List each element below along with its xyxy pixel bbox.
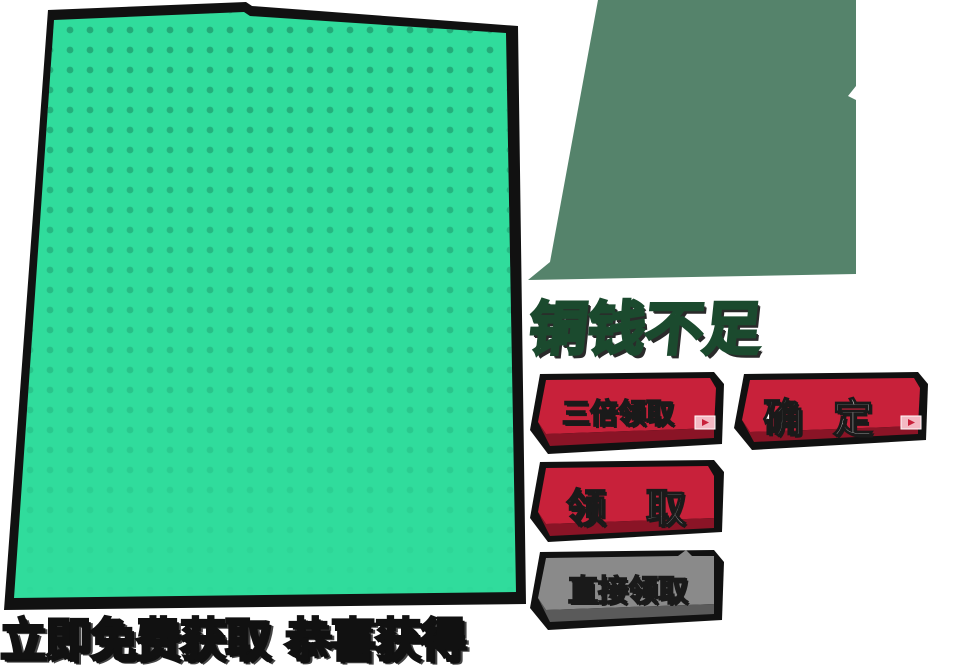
- confirm-label: 确 定: [762, 395, 881, 443]
- not-enough-coins-title: 铜钱不足: [524, 294, 766, 365]
- video-play-icon: [694, 412, 716, 430]
- confirm-button[interactable]: 确 定: [732, 370, 932, 456]
- direct-claim-label: 直接领取: [567, 573, 689, 610]
- claim-label: 领 取: [565, 485, 690, 533]
- triple-claim-button[interactable]: 三倍领取: [528, 370, 728, 456]
- direct-claim-button[interactable]: 直接领取: [528, 548, 728, 634]
- triple-claim-label: 三倍领取: [561, 396, 675, 431]
- video-play-icon: [900, 412, 922, 430]
- dark-green-panel: [528, 0, 856, 280]
- bottom-banner-text: 立即免费获取 恭喜获得: [0, 612, 467, 669]
- claim-button[interactable]: 领 取: [528, 458, 728, 548]
- green-dotted-panel: [4, 2, 526, 610]
